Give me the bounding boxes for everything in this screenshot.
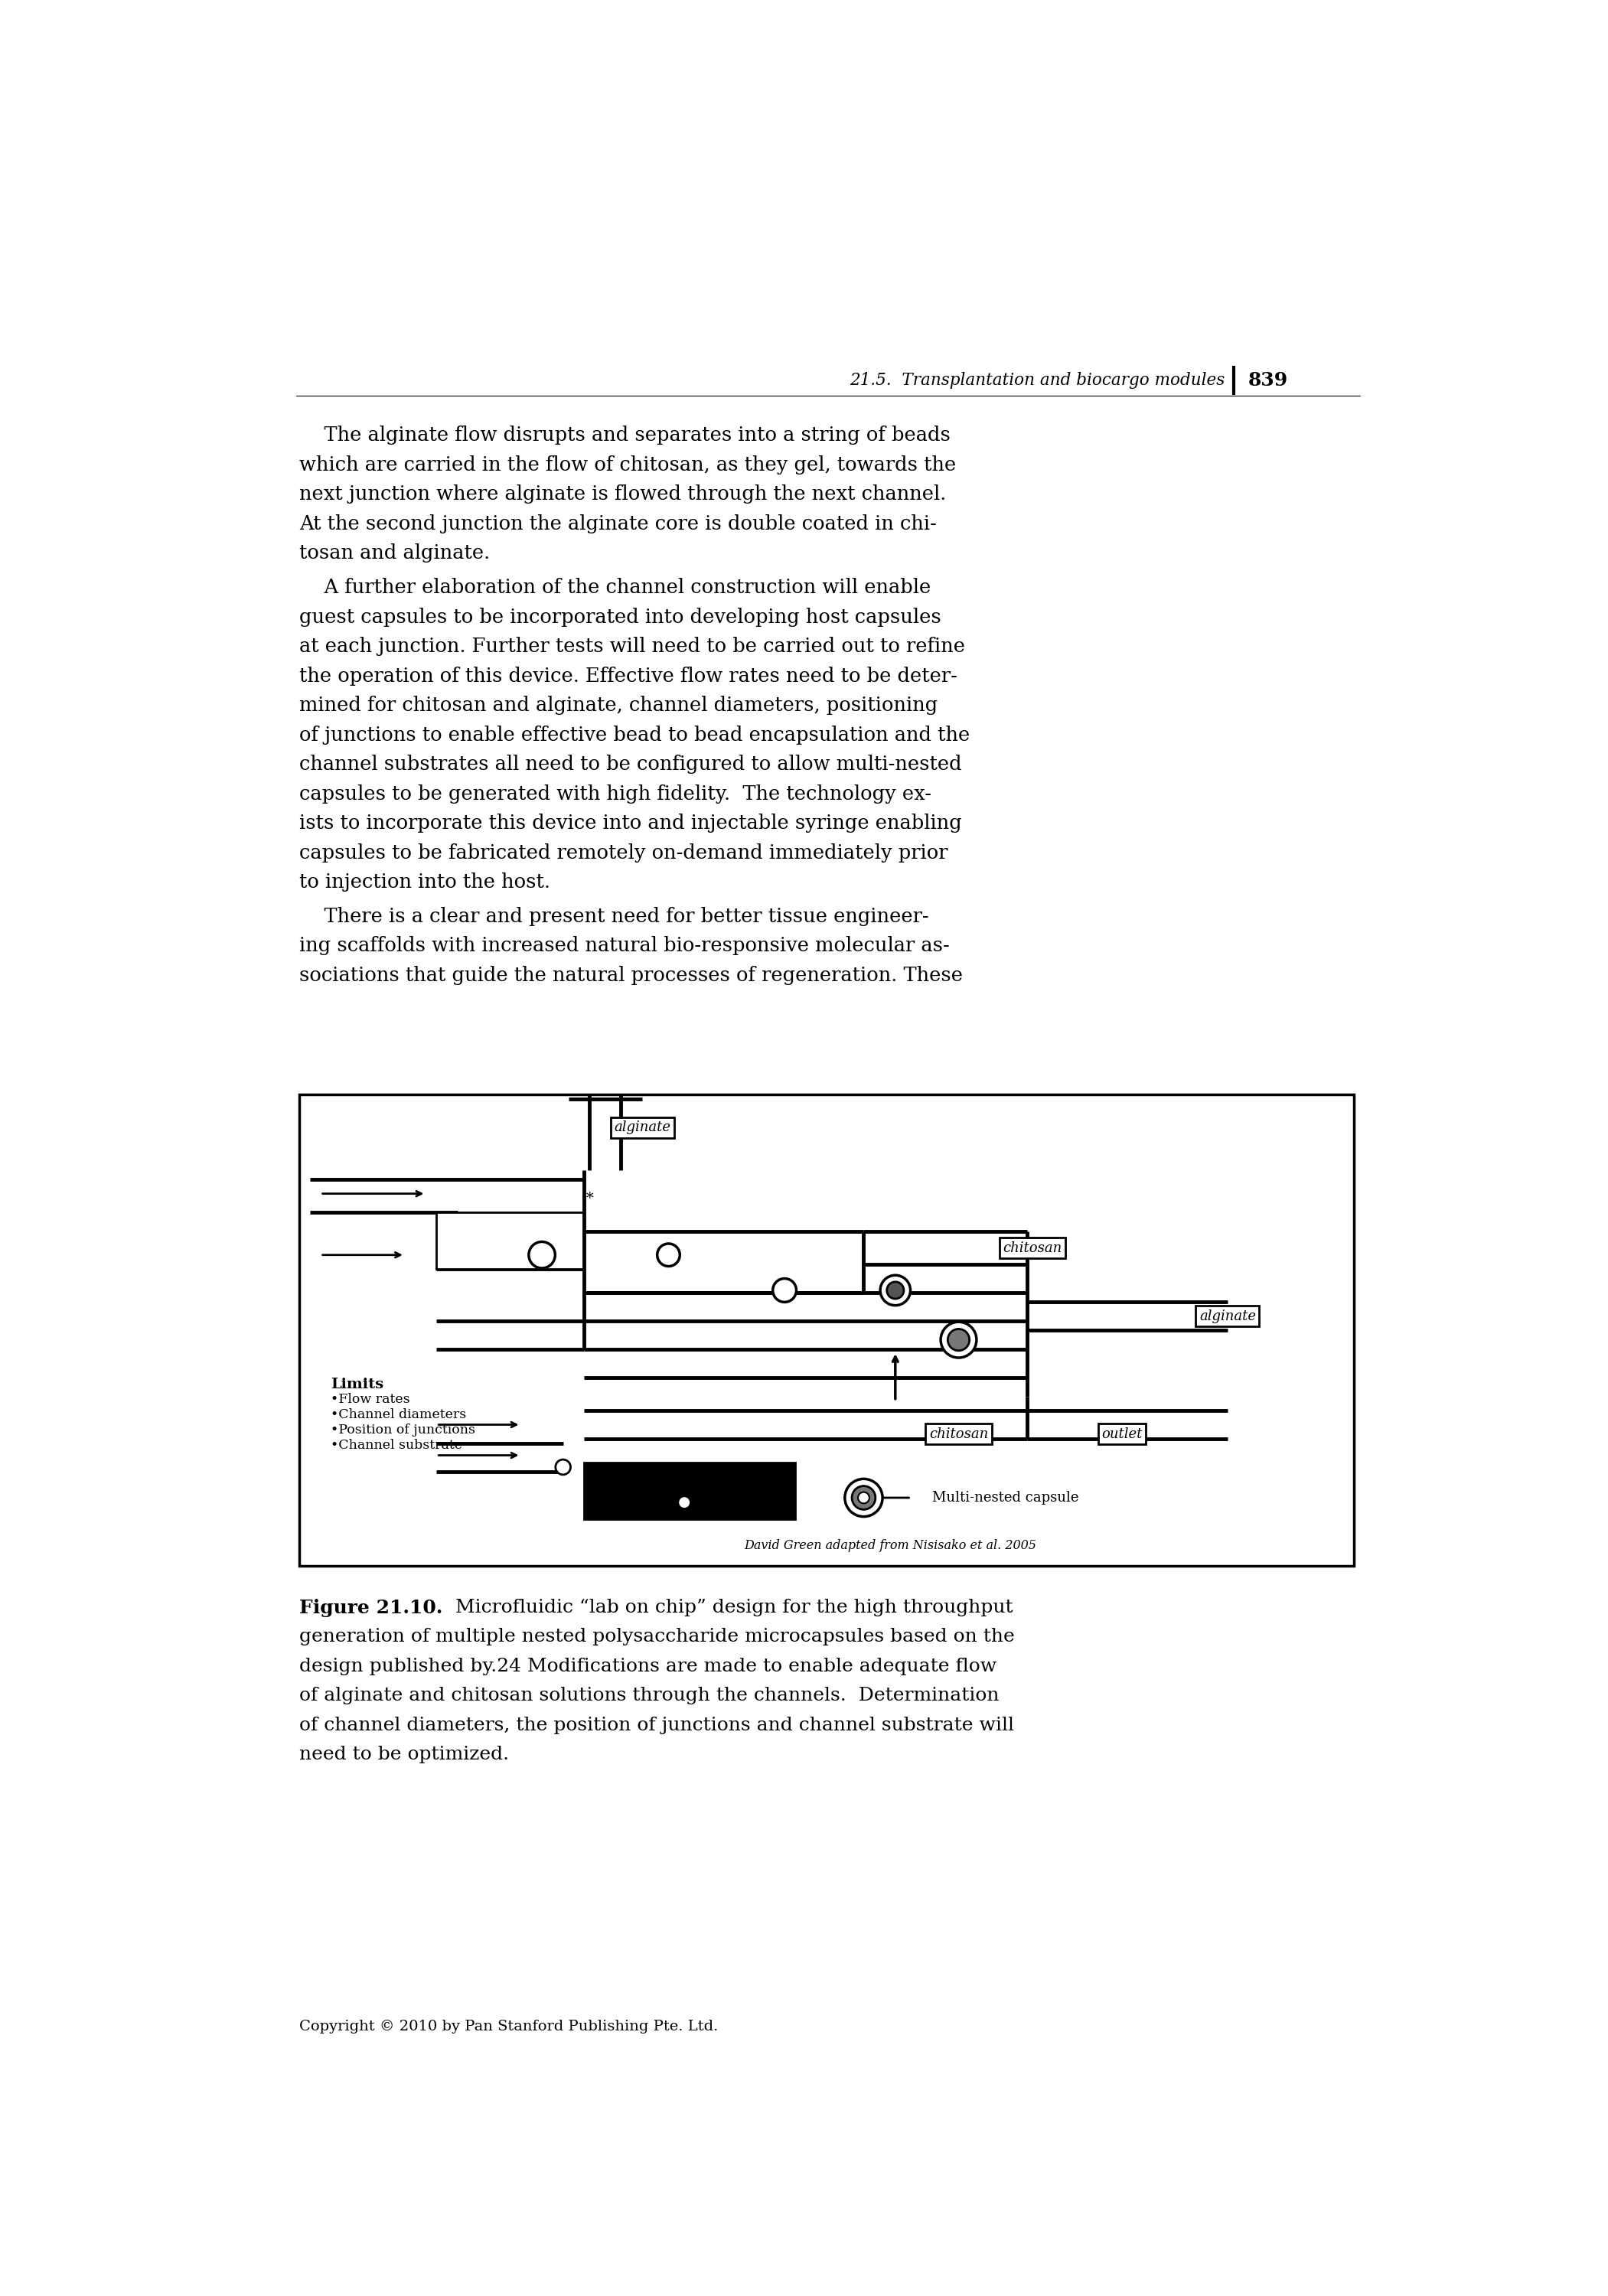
Text: guest capsules to be incorporated into developing host capsules: guest capsules to be incorporated into d…: [299, 608, 941, 627]
Text: next junction where alginate is flowed through the next channel.: next junction where alginate is flowed t…: [299, 484, 947, 503]
Circle shape: [852, 1486, 875, 1508]
Text: sociations that guide the natural processes of regeneration. These: sociations that guide the natural proces…: [299, 967, 963, 985]
Text: the operation of this device. Effective flow rates need to be deter-: the operation of this device. Effective …: [299, 666, 957, 687]
Text: of channel diameters, the position of junctions and channel substrate will: of channel diameters, the position of ju…: [299, 1717, 1015, 1733]
Text: •Flow rates: •Flow rates: [331, 1394, 410, 1405]
Text: 21.5.  Transplantation and biocargo modules: 21.5. Transplantation and biocargo modul…: [849, 372, 1225, 388]
Circle shape: [679, 1497, 690, 1508]
Bar: [299, 1095, 1354, 1566]
Text: chitosan: chitosan: [1003, 1240, 1061, 1254]
Circle shape: [947, 1329, 970, 1350]
Text: *: *: [585, 1192, 593, 1205]
Text: David Green adapted from Nisisako et al. 2005: David Green adapted from Nisisako et al.…: [745, 1538, 1036, 1552]
Bar: [584, 1463, 794, 1520]
Circle shape: [658, 1244, 680, 1267]
Circle shape: [941, 1322, 976, 1357]
Text: Limits: Limits: [331, 1378, 384, 1391]
Text: at each junction. Further tests will need to be carried out to refine: at each junction. Further tests will nee…: [299, 636, 965, 657]
Text: Multi-nested capsule: Multi-nested capsule: [933, 1490, 1079, 1504]
Text: capsules to be generated with high fidelity.  The technology ex-: capsules to be generated with high fidel…: [299, 785, 931, 804]
Text: Copyright © 2010 by Pan Stanford Publishing Pte. Ltd.: Copyright © 2010 by Pan Stanford Publish…: [299, 2020, 719, 2034]
Text: to injection into the host.: to injection into the host.: [299, 872, 550, 891]
Circle shape: [844, 1479, 883, 1518]
Text: •Channel substrate: •Channel substrate: [331, 1440, 463, 1451]
Circle shape: [773, 1279, 796, 1302]
Text: ing scaffolds with increased natural bio-responsive molecular as-: ing scaffolds with increased natural bio…: [299, 937, 950, 955]
Circle shape: [555, 1460, 571, 1474]
Text: need to be optimized.: need to be optimized.: [299, 1745, 510, 1763]
Text: outlet: outlet: [1101, 1428, 1143, 1442]
Text: At the second junction the alginate core is double coated in chi-: At the second junction the alginate core…: [299, 514, 937, 533]
Text: capsules to be fabricated remotely on-demand immediately prior: capsules to be fabricated remotely on-de…: [299, 843, 949, 863]
Text: of junctions to enable effective bead to bead encapsulation and the: of junctions to enable effective bead to…: [299, 726, 970, 744]
Text: •Position of junctions: •Position of junctions: [331, 1424, 476, 1437]
Text: which are carried in the flow of chitosan, as they gel, towards the: which are carried in the flow of chitosa…: [299, 455, 957, 475]
Text: generation of multiple nested polysaccharide microcapsules based on the: generation of multiple nested polysaccha…: [299, 1628, 1015, 1646]
Text: Figure 21.10.: Figure 21.10.: [299, 1598, 442, 1616]
Circle shape: [859, 1492, 870, 1504]
Text: ists to incorporate this device into and injectable syringe enabling: ists to incorporate this device into and…: [299, 813, 962, 833]
Text: tosan and alginate.: tosan and alginate.: [299, 544, 490, 563]
Text: mined for chitosan and alginate, channel diameters, positioning: mined for chitosan and alginate, channel…: [299, 696, 937, 714]
Text: A further elaboration of the channel construction will enable: A further elaboration of the channel con…: [299, 579, 931, 597]
Text: 839: 839: [1248, 372, 1288, 390]
Text: There is a clear and present need for better tissue engineer-: There is a clear and present need for be…: [299, 907, 929, 925]
Text: alginate: alginate: [614, 1120, 671, 1134]
Text: •Channel diameters: •Channel diameters: [331, 1407, 466, 1421]
Circle shape: [529, 1242, 555, 1267]
Text: The alginate flow disrupts and separates into a string of beads: The alginate flow disrupts and separates…: [299, 425, 950, 445]
Text: Microfluidic “lab on chip” design for the high throughput: Microfluidic “lab on chip” design for th…: [455, 1598, 1013, 1616]
Text: of alginate and chitosan solutions through the channels.  Determination: of alginate and chitosan solutions throu…: [299, 1688, 999, 1704]
Circle shape: [880, 1274, 910, 1306]
Circle shape: [646, 1497, 659, 1508]
Text: alginate: alginate: [1200, 1309, 1256, 1322]
Text: chitosan: chitosan: [929, 1428, 989, 1442]
Text: channel substrates all need to be configured to allow multi-nested: channel substrates all need to be config…: [299, 755, 962, 774]
Text: design published by.24 Modifications are made to enable adequate flow: design published by.24 Modifications are…: [299, 1658, 997, 1676]
Bar: [436, 1212, 584, 1270]
Circle shape: [888, 1281, 904, 1300]
